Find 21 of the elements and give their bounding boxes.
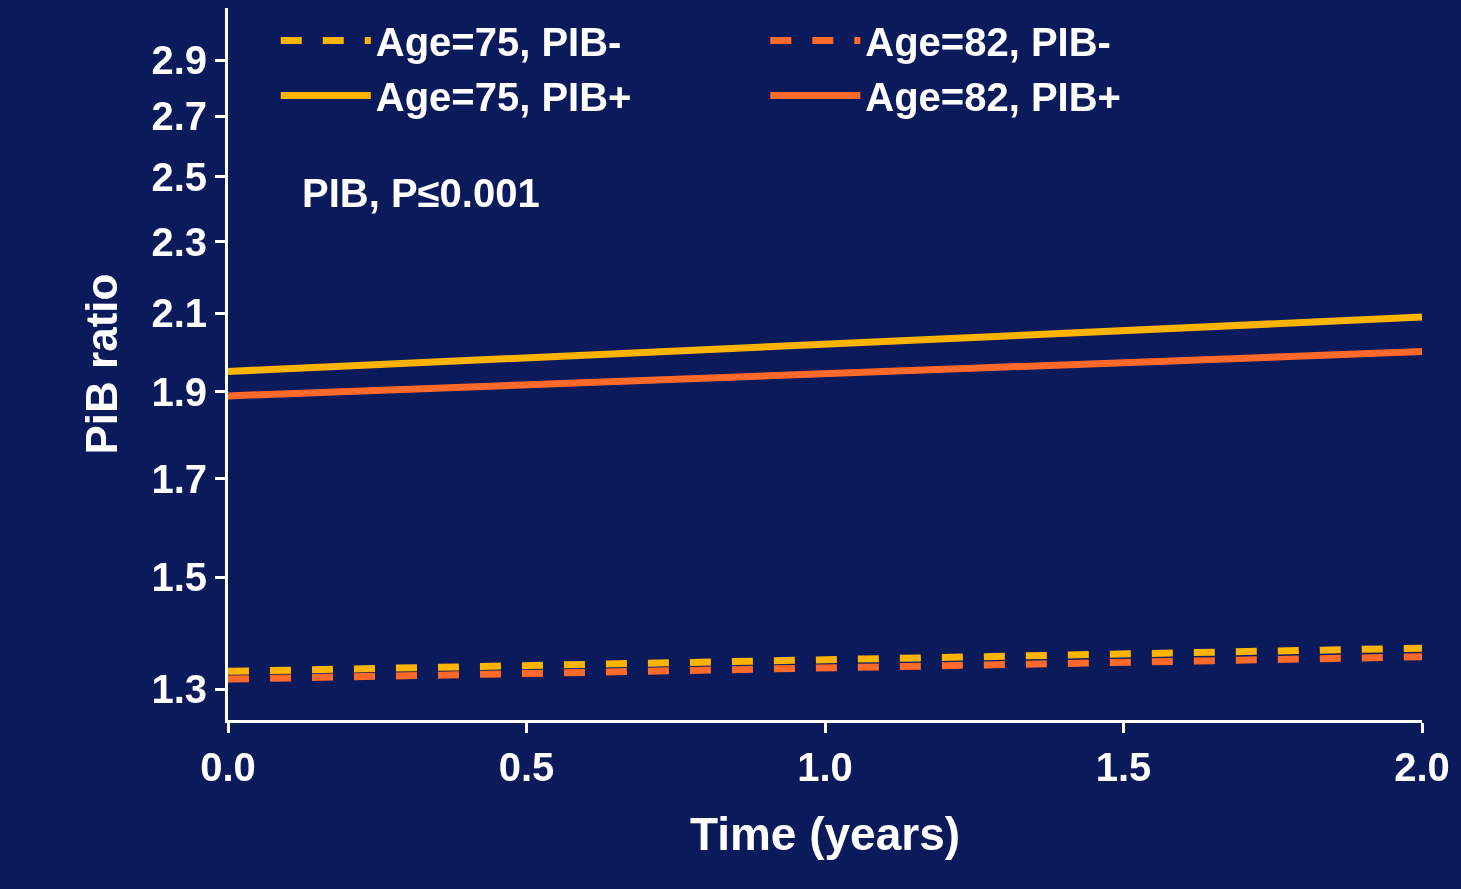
x-tick-label: 1.5 — [1095, 745, 1152, 789]
legend-label: Age=75, PIB- — [375, 20, 622, 65]
x-tick-label: 2.0 — [1394, 745, 1450, 789]
legend-label: Age=82, PIB- — [865, 20, 1111, 65]
y-tick-label: 2.7 — [151, 94, 207, 139]
y-tick-label: 2.3 — [151, 219, 207, 264]
x-tick-label: 0.5 — [498, 745, 555, 789]
y-tick-label: 2.5 — [151, 154, 207, 199]
legend-label: Age=75, PIB+ — [375, 75, 632, 120]
x-tick-label: 0.0 — [200, 745, 256, 789]
y-tick-label: 1.9 — [151, 369, 207, 414]
y-tick-label: 2.9 — [151, 38, 207, 83]
y-tick-label: 1.5 — [151, 555, 207, 600]
annotation: PIB, P≤0.001 — [302, 171, 540, 215]
x-axis-title: Time (years) — [689, 807, 961, 860]
legend-label: Age=82, PIB+ — [865, 75, 1121, 120]
y-tick-label: 2.1 — [151, 291, 207, 336]
x-tick-label: 1.0 — [797, 745, 853, 789]
y-tick-label: 1.3 — [151, 667, 207, 712]
y-axis-title: PiB ratio — [77, 273, 127, 455]
y-tick-label: 1.7 — [151, 456, 207, 501]
